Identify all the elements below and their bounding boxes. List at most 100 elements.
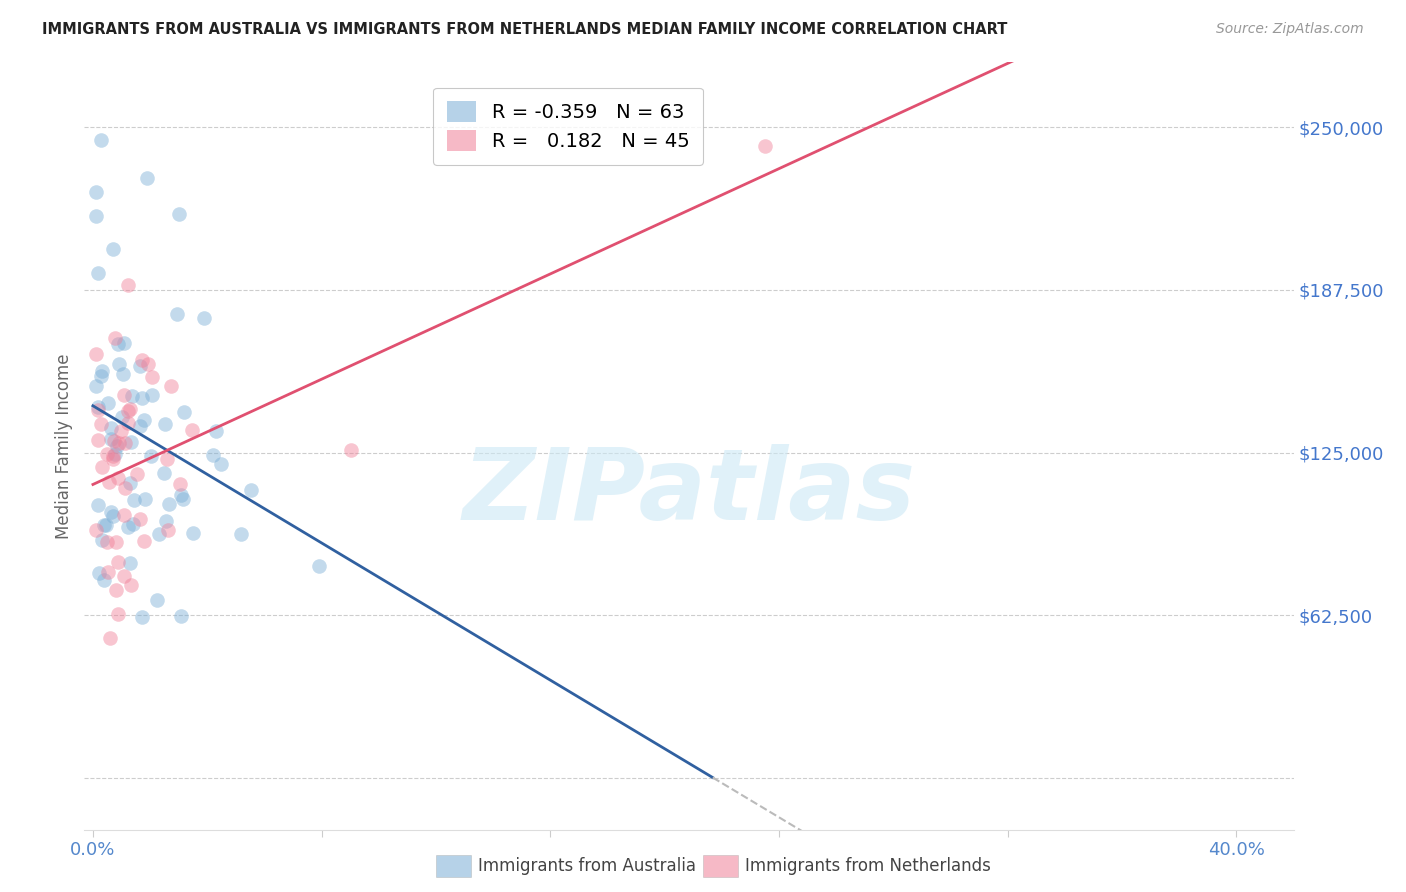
Point [100, 432, 122, 446]
Point [156, 451, 179, 466]
Point [87, 402, 110, 417]
Point [111, 410, 134, 425]
Point [170, 608, 193, 623]
Point [754, 138, 776, 153]
Point [117, 404, 139, 418]
Point [97, 566, 120, 580]
Point [166, 307, 188, 321]
Point [118, 476, 141, 491]
Point [118, 556, 141, 570]
Point [180, 423, 202, 437]
Point [239, 483, 262, 497]
Point [107, 357, 129, 371]
Point [108, 436, 131, 450]
Point [86, 347, 108, 361]
Point [111, 368, 134, 382]
Point [112, 335, 135, 350]
Point [84, 523, 107, 537]
Point [134, 492, 156, 507]
Point [101, 452, 124, 467]
Point [93, 517, 115, 532]
Point [172, 492, 194, 507]
Point [89, 417, 111, 431]
Point [107, 555, 129, 569]
Point [86, 266, 108, 280]
Point [112, 569, 135, 583]
Point [91, 363, 114, 377]
Point [90, 369, 112, 384]
Text: Immigrants from Netherlands: Immigrants from Netherlands [745, 857, 991, 875]
Point [84, 378, 107, 392]
Point [155, 417, 177, 431]
Point [146, 592, 169, 607]
Point [90, 133, 112, 147]
Point [105, 583, 128, 598]
Text: Immigrants from Australia: Immigrants from Australia [478, 857, 696, 875]
Point [93, 573, 115, 587]
Point [131, 392, 153, 406]
Point [173, 404, 195, 418]
Point [105, 439, 128, 453]
Point [181, 526, 204, 541]
Point [193, 311, 215, 326]
Text: Source: ZipAtlas.com: Source: ZipAtlas.com [1216, 22, 1364, 37]
Point [84, 210, 107, 224]
Point [131, 610, 153, 624]
Point [120, 401, 142, 416]
Point [103, 434, 125, 448]
Point [114, 436, 136, 450]
Point [100, 505, 122, 519]
Point [107, 607, 129, 621]
Point [117, 277, 139, 292]
Point [136, 357, 159, 371]
Point [131, 352, 153, 367]
Point [96, 447, 118, 461]
Point [89, 566, 111, 581]
Point [91, 533, 114, 547]
Legend: R = -0.359   N = 63, R =   0.182   N = 45: R = -0.359 N = 63, R = 0.182 N = 45 [433, 87, 703, 165]
Point [87, 400, 110, 414]
Point [84, 186, 107, 200]
Point [104, 447, 127, 461]
Point [112, 508, 135, 522]
Point [117, 416, 139, 430]
Point [127, 467, 149, 482]
Point [231, 526, 253, 541]
Point [148, 527, 170, 541]
Point [104, 331, 127, 345]
Point [97, 395, 120, 409]
Point [114, 388, 136, 402]
Point [308, 558, 330, 573]
Point [141, 369, 163, 384]
Point [122, 516, 145, 531]
Point [339, 442, 361, 457]
Point [100, 421, 122, 435]
Point [120, 435, 142, 450]
Point [136, 171, 159, 186]
Point [129, 512, 152, 526]
Point [110, 424, 132, 438]
Point [134, 534, 156, 549]
Point [117, 520, 139, 534]
Point [101, 242, 124, 256]
Point [132, 413, 155, 427]
Point [96, 534, 118, 549]
Point [103, 508, 125, 523]
Point [101, 450, 124, 464]
Point [170, 488, 193, 502]
Point [98, 631, 121, 645]
Point [107, 337, 129, 351]
Point [122, 493, 145, 508]
Point [87, 434, 110, 448]
Text: IMMIGRANTS FROM AUSTRALIA VS IMMIGRANTS FROM NETHERLANDS MEDIAN FAMILY INCOME CO: IMMIGRANTS FROM AUSTRALIA VS IMMIGRANTS … [42, 22, 1008, 37]
Point [87, 498, 110, 512]
Point [155, 514, 177, 528]
Point [205, 424, 228, 438]
Point [157, 496, 180, 510]
Point [90, 459, 112, 474]
Point [121, 388, 143, 402]
Point [141, 388, 163, 402]
Point [159, 379, 181, 393]
Text: ZIPatlas: ZIPatlas [463, 443, 915, 541]
Point [104, 535, 127, 549]
